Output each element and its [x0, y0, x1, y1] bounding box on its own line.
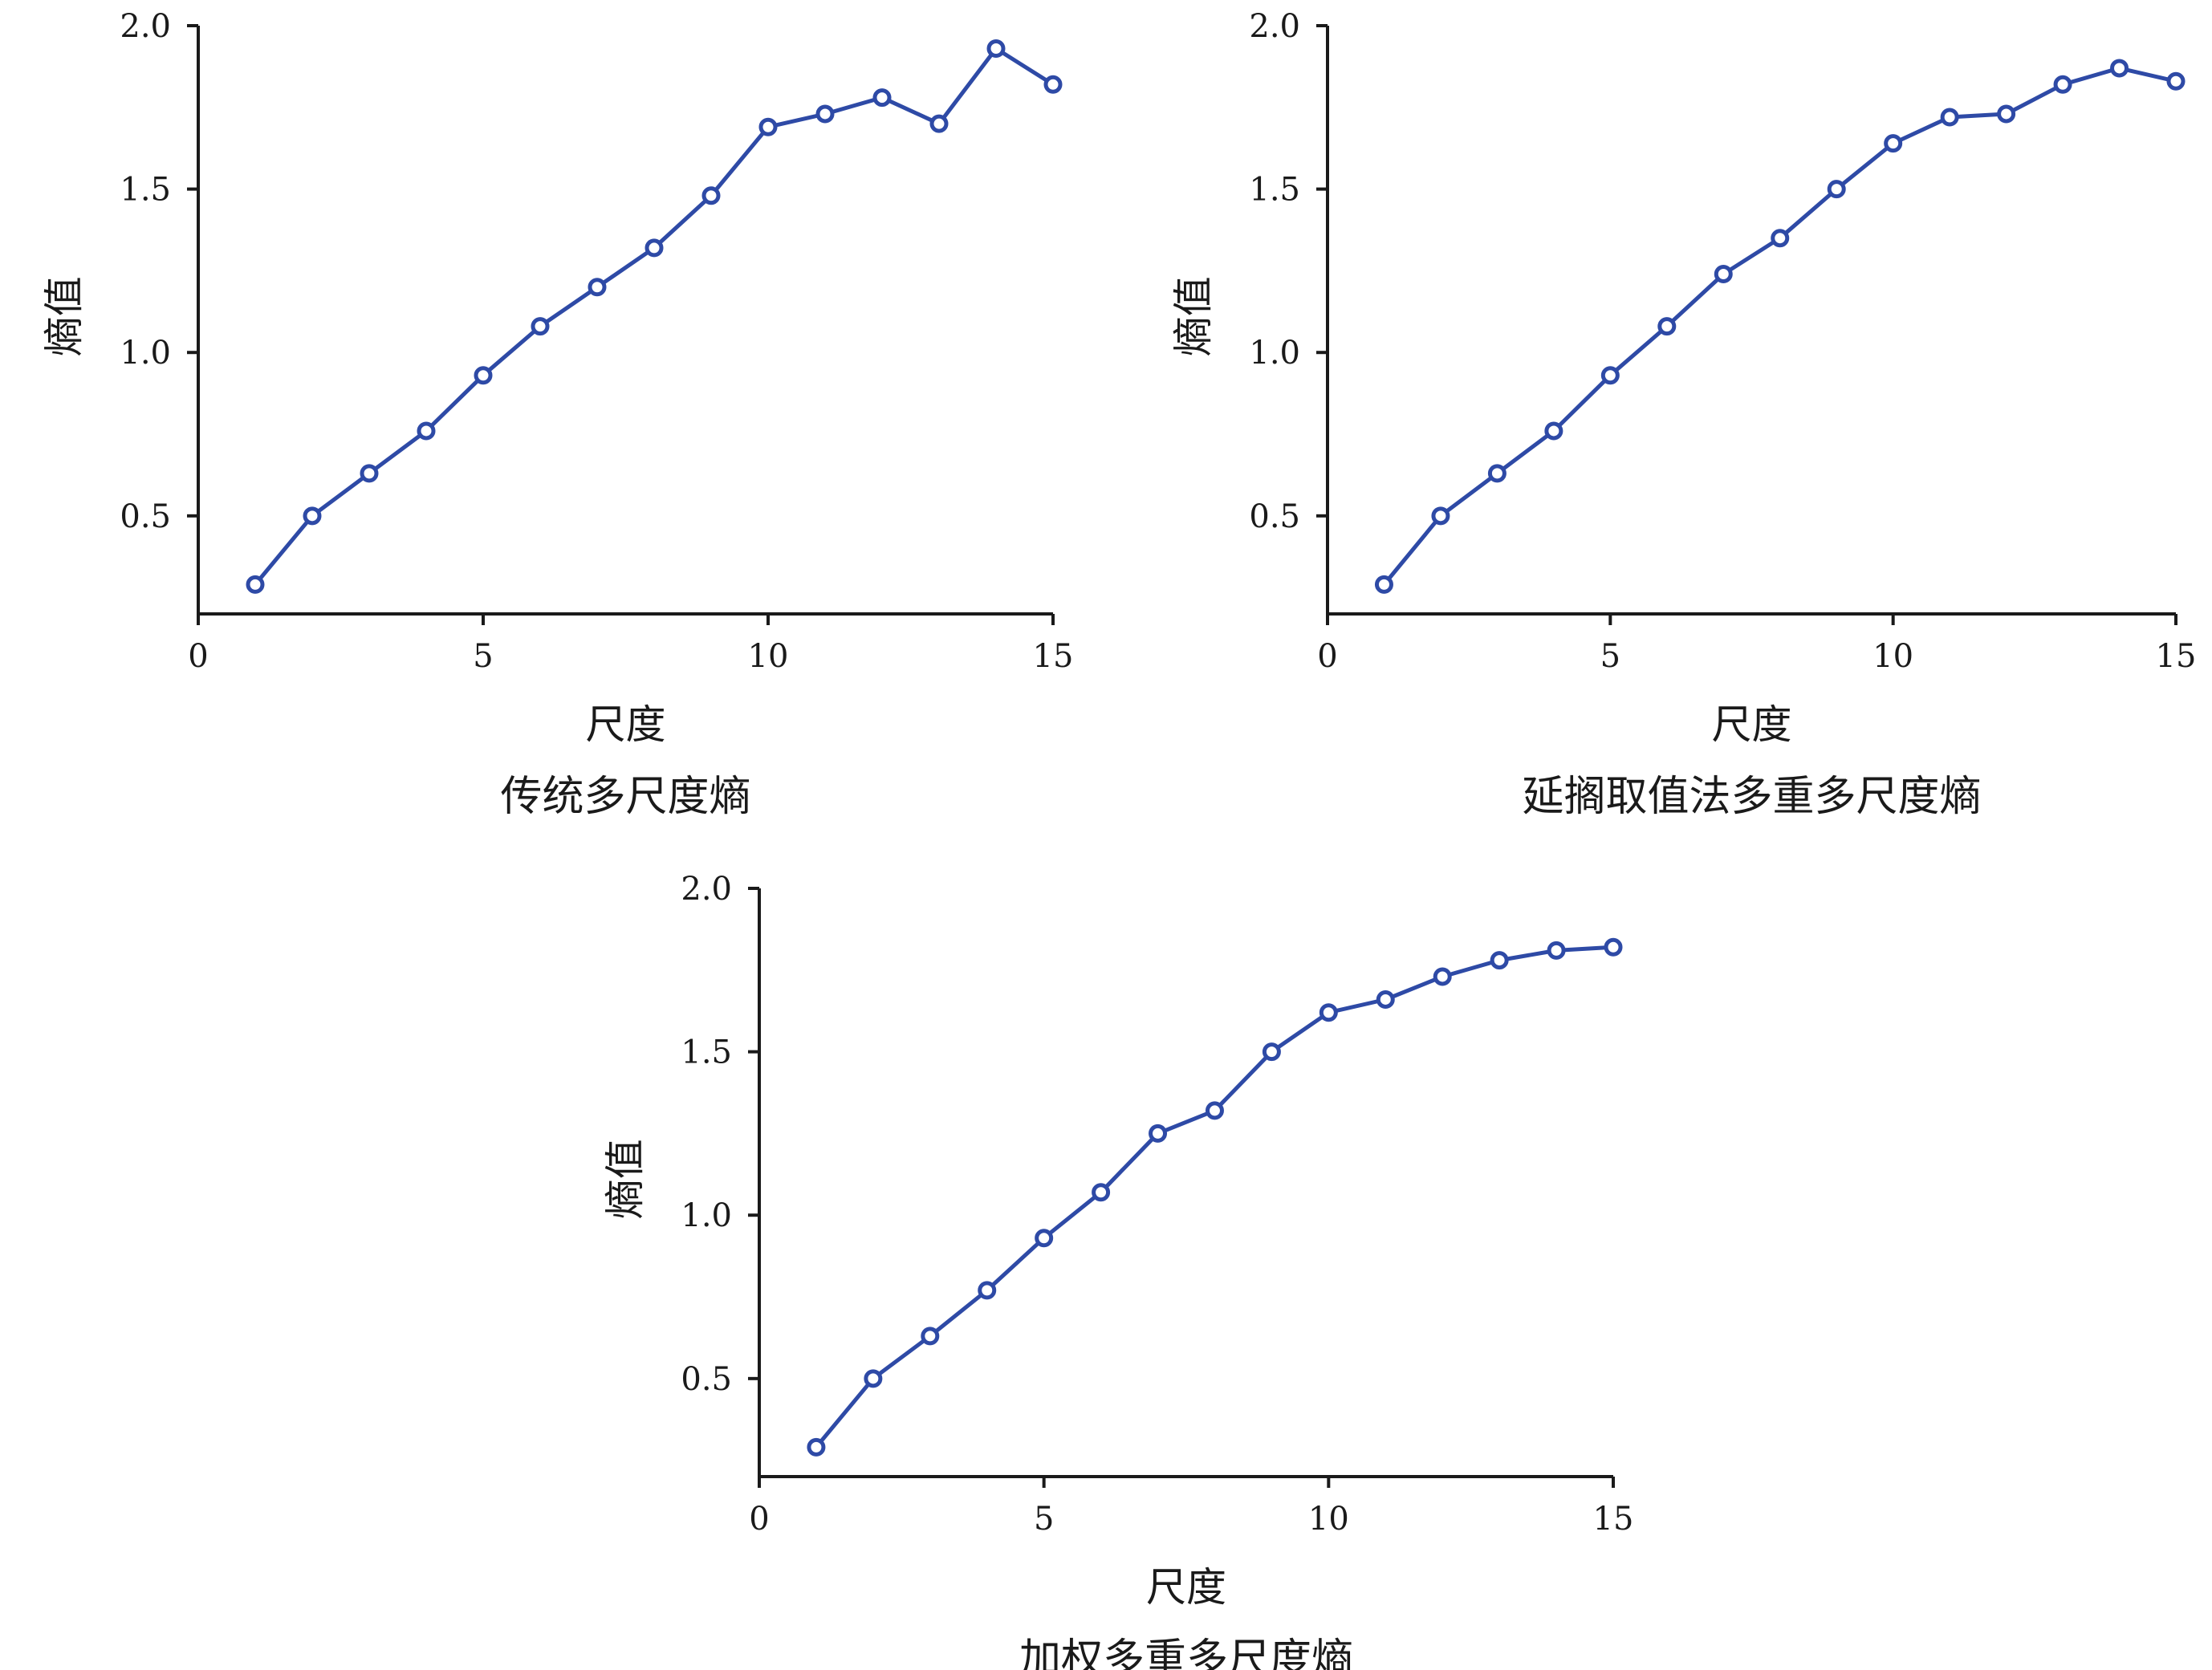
data-point	[1940, 108, 1959, 127]
x-tick-label: 0	[1317, 638, 1337, 675]
data-point	[1487, 464, 1507, 483]
data-point	[1374, 575, 1393, 594]
chart-title: 传统多尺度熵	[500, 773, 750, 821]
x-tick-label: 15	[2156, 638, 2197, 675]
data-point	[1092, 1183, 1111, 1202]
y-tick-label: 2.0	[120, 8, 171, 45]
data-point	[1547, 941, 1566, 960]
x-axis-label: 尺度	[1712, 701, 1792, 748]
data-point	[2166, 71, 2186, 91]
data-point	[1149, 1123, 1168, 1143]
data-point	[864, 1369, 883, 1388]
data-point	[2053, 75, 2072, 94]
data-point	[417, 421, 436, 441]
data-point	[360, 464, 379, 483]
data-point	[815, 104, 835, 124]
y-tick-label: 1.5	[1249, 172, 1300, 209]
chart-title: 延搁取值法多重多尺度熵	[1522, 773, 1981, 821]
y-axis-label: 熵值	[41, 276, 87, 356]
y-axis-label: 熵值	[602, 1139, 649, 1219]
y-tick-label: 1.5	[681, 1034, 732, 1071]
data-point	[1319, 1003, 1338, 1022]
data-point	[1376, 989, 1395, 1009]
data-point	[1431, 506, 1450, 526]
y-tick-label: 1.0	[1249, 335, 1300, 372]
data-point	[644, 238, 664, 258]
x-tick-label: 0	[188, 638, 208, 675]
data-point	[1262, 1042, 1281, 1062]
data-point	[921, 1327, 940, 1346]
data-point	[701, 186, 721, 205]
data-point	[1490, 951, 1509, 970]
data-point	[807, 1437, 826, 1457]
data-point	[1035, 1229, 1054, 1248]
y-tick-label: 0.5	[681, 1361, 732, 1398]
data-point	[978, 1281, 997, 1300]
x-tick-label: 0	[749, 1501, 769, 1538]
chart-title: 加权多重多尺度熵	[1019, 1635, 1353, 1670]
data-point	[1997, 104, 2016, 124]
data-point	[986, 39, 1006, 59]
data-point	[246, 575, 265, 594]
data-point	[1771, 229, 1790, 248]
data-point	[1604, 937, 1623, 957]
data-point	[1544, 421, 1563, 441]
y-tick-label: 0.5	[1249, 498, 1300, 535]
x-tick-label: 10	[1872, 638, 1913, 675]
data-point	[1827, 180, 1846, 199]
y-tick-label: 1.5	[120, 172, 171, 209]
data-point	[588, 278, 607, 297]
data-point	[758, 117, 778, 136]
y-tick-label: 1.0	[681, 1197, 732, 1234]
y-tick-label: 1.0	[120, 335, 171, 372]
x-axis-label: 尺度	[1146, 1564, 1226, 1611]
data-point	[872, 88, 892, 108]
data-point	[1714, 264, 1733, 283]
data-point	[1657, 317, 1677, 336]
series-line	[814, 945, 1614, 1449]
x-tick-label: 5	[473, 638, 493, 675]
x-tick-label: 10	[748, 638, 789, 675]
data-point	[1205, 1101, 1224, 1120]
data-point	[1043, 75, 1063, 94]
x-tick-label: 15	[1033, 638, 1074, 675]
data-point	[1433, 967, 1452, 986]
y-tick-label: 2.0	[1249, 8, 1300, 45]
data-point	[929, 114, 949, 133]
x-tick-label: 5	[1034, 1501, 1054, 1538]
data-point	[303, 506, 322, 526]
series-line	[1382, 66, 2177, 586]
data-point	[1884, 134, 1903, 153]
y-tick-label: 0.5	[120, 498, 171, 535]
data-point	[531, 317, 550, 336]
y-tick-label: 2.0	[681, 871, 732, 908]
data-point	[2110, 59, 2129, 78]
data-point	[1600, 366, 1620, 385]
y-axis-label: 熵值	[1170, 276, 1217, 356]
x-tick-label: 15	[1593, 1501, 1634, 1538]
x-axis-label: 尺度	[586, 701, 666, 748]
data-point	[474, 366, 493, 385]
x-tick-label: 10	[1308, 1501, 1349, 1538]
x-tick-label: 5	[1600, 638, 1620, 675]
